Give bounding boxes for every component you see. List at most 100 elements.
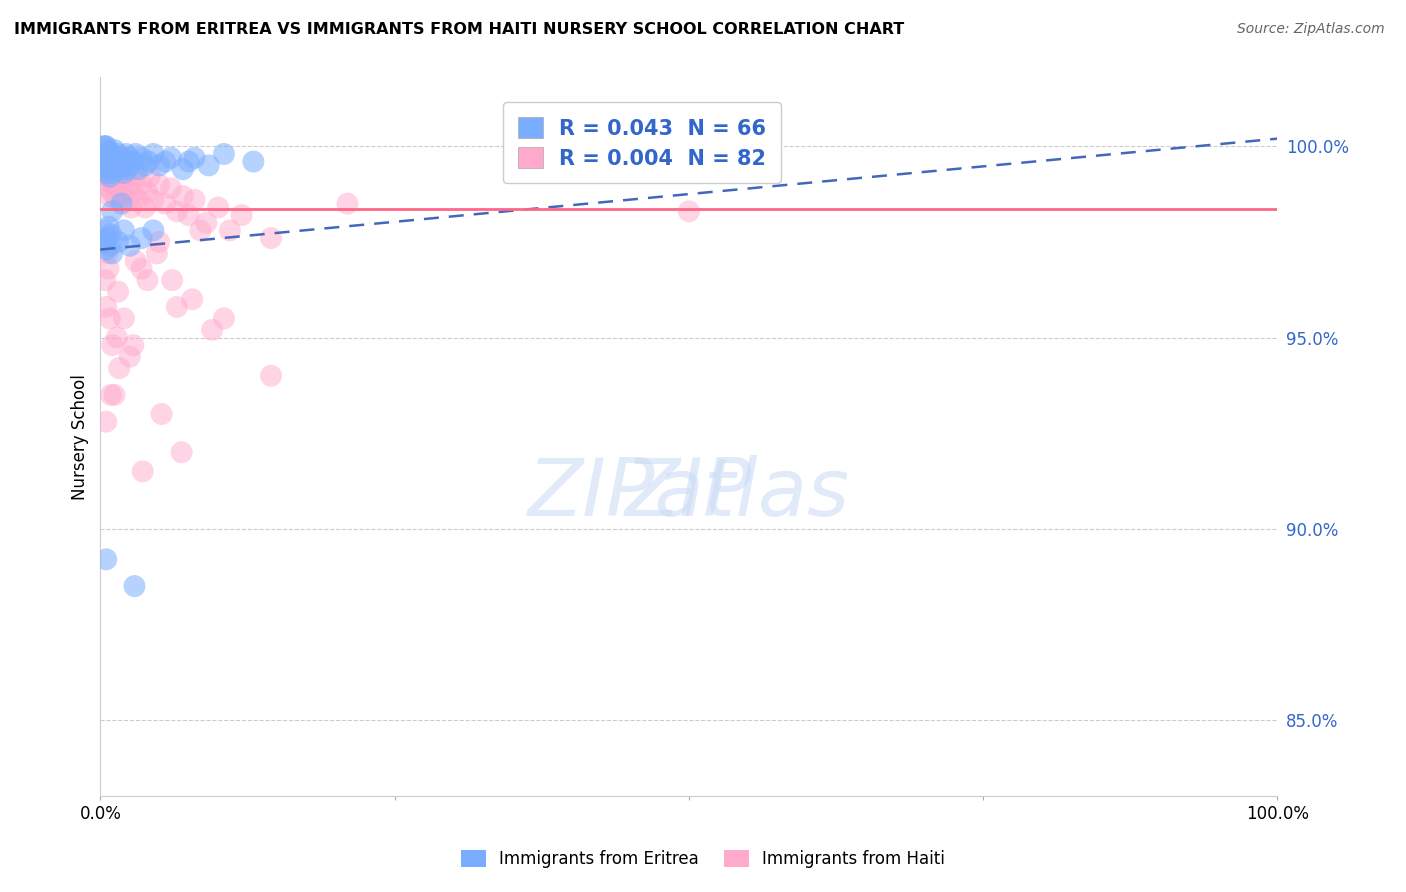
Point bbox=[160, 273, 183, 287]
Point bbox=[96, 174, 118, 188]
Point bbox=[103, 162, 125, 177]
Point bbox=[148, 178, 170, 192]
Point bbox=[160, 181, 183, 195]
Point bbox=[131, 231, 153, 245]
Point bbox=[142, 193, 165, 207]
Point bbox=[153, 154, 176, 169]
Point bbox=[142, 147, 165, 161]
Point bbox=[172, 162, 194, 177]
Point bbox=[97, 181, 120, 195]
Point bbox=[134, 158, 156, 172]
Point bbox=[100, 169, 122, 184]
Text: Source: ZipAtlas.com: Source: ZipAtlas.com bbox=[1237, 22, 1385, 37]
Point bbox=[108, 181, 131, 195]
Point bbox=[115, 147, 138, 161]
Point bbox=[122, 185, 145, 199]
Point bbox=[111, 174, 134, 188]
Point bbox=[96, 151, 118, 165]
Point bbox=[118, 238, 141, 252]
Point bbox=[207, 201, 229, 215]
Point bbox=[114, 154, 136, 169]
Point bbox=[124, 579, 146, 593]
Point bbox=[139, 169, 162, 184]
Point bbox=[136, 185, 159, 199]
Point bbox=[93, 169, 115, 184]
Point bbox=[96, 415, 118, 429]
Point bbox=[108, 361, 131, 376]
Point bbox=[120, 201, 142, 215]
Point bbox=[110, 151, 132, 165]
Point bbox=[100, 227, 122, 242]
Point bbox=[231, 208, 253, 222]
Point bbox=[96, 246, 118, 260]
Point bbox=[98, 169, 121, 184]
Text: ZIP: ZIP bbox=[626, 456, 752, 533]
Point bbox=[138, 154, 160, 169]
Point bbox=[96, 552, 118, 566]
Text: IMMIGRANTS FROM ERITREA VS IMMIGRANTS FROM HAITI NURSERY SCHOOL CORRELATION CHAR: IMMIGRANTS FROM ERITREA VS IMMIGRANTS FR… bbox=[14, 22, 904, 37]
Point bbox=[177, 208, 200, 222]
Point bbox=[96, 151, 118, 165]
Point bbox=[150, 407, 173, 421]
Point bbox=[101, 338, 124, 352]
Point bbox=[98, 238, 121, 252]
Point bbox=[101, 154, 124, 169]
Y-axis label: Nursery School: Nursery School bbox=[72, 374, 89, 500]
Point bbox=[96, 154, 118, 169]
Point bbox=[96, 231, 118, 245]
Point bbox=[98, 151, 121, 165]
Point bbox=[260, 231, 283, 245]
Point bbox=[114, 185, 136, 199]
Point bbox=[678, 204, 700, 219]
Point bbox=[97, 154, 120, 169]
Point bbox=[103, 178, 125, 192]
Point bbox=[146, 246, 169, 260]
Point bbox=[93, 139, 115, 153]
Point bbox=[94, 273, 117, 287]
Point bbox=[190, 223, 212, 237]
Point bbox=[107, 285, 129, 299]
Point bbox=[98, 189, 121, 203]
Point bbox=[148, 158, 170, 172]
Point bbox=[96, 300, 118, 314]
Point bbox=[112, 311, 135, 326]
Point bbox=[127, 162, 149, 177]
Point bbox=[107, 158, 129, 172]
Point bbox=[93, 158, 115, 172]
Point bbox=[104, 151, 127, 165]
Point bbox=[120, 158, 142, 172]
Point bbox=[96, 162, 118, 177]
Point bbox=[110, 196, 132, 211]
Point bbox=[112, 166, 135, 180]
Point bbox=[91, 158, 114, 172]
Point bbox=[122, 338, 145, 352]
Point bbox=[183, 193, 205, 207]
Point bbox=[93, 147, 115, 161]
Point bbox=[97, 261, 120, 276]
Point bbox=[101, 246, 124, 260]
Point bbox=[98, 162, 121, 177]
Point bbox=[131, 261, 153, 276]
Point bbox=[134, 201, 156, 215]
Point bbox=[100, 158, 122, 172]
Point bbox=[101, 166, 124, 180]
Point bbox=[101, 185, 124, 199]
Point bbox=[166, 204, 188, 219]
Point bbox=[132, 464, 155, 478]
Point bbox=[97, 158, 120, 172]
Point bbox=[96, 243, 118, 257]
Point bbox=[110, 166, 132, 180]
Point bbox=[172, 189, 194, 203]
Point bbox=[118, 151, 141, 165]
Point bbox=[124, 147, 146, 161]
Point bbox=[201, 323, 224, 337]
Point bbox=[131, 151, 153, 165]
Point bbox=[108, 154, 131, 169]
Point bbox=[127, 193, 149, 207]
Point bbox=[98, 311, 121, 326]
Point bbox=[105, 174, 128, 188]
Point bbox=[97, 219, 120, 234]
Point bbox=[105, 330, 128, 344]
Point bbox=[103, 154, 125, 169]
Point bbox=[96, 143, 118, 157]
